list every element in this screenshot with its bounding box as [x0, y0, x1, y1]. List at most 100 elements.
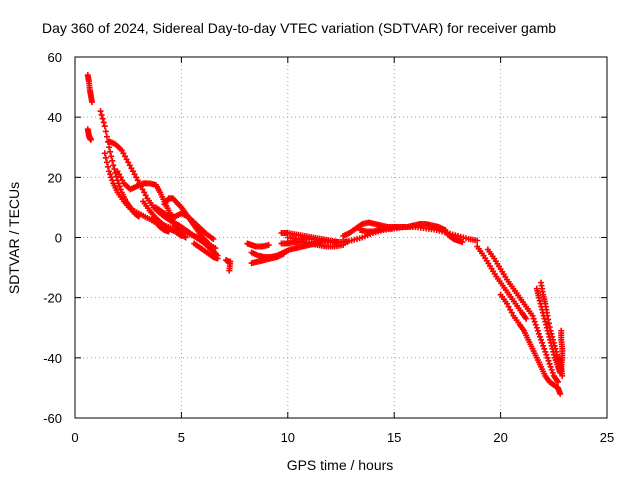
- data-point: [544, 354, 551, 361]
- data-point: [532, 321, 539, 328]
- x-tick-label: 25: [600, 430, 614, 445]
- grid: [75, 57, 607, 418]
- data-point: [100, 119, 107, 126]
- series-trace-x: [497, 291, 564, 397]
- data-point: [508, 309, 515, 316]
- data-point: [133, 174, 140, 181]
- data-point: [142, 192, 149, 199]
- data-point: [97, 108, 104, 115]
- y-tick-label: 20: [48, 170, 62, 185]
- y-tick-label: 0: [55, 231, 62, 246]
- data-point: [107, 171, 114, 178]
- data-point: [535, 330, 542, 337]
- data-point: [126, 162, 133, 169]
- data-point: [226, 267, 233, 274]
- data-point: [106, 168, 113, 175]
- y-tick-label: 60: [48, 50, 62, 65]
- data-point: [533, 324, 540, 331]
- y-tick-label: -20: [43, 291, 62, 306]
- data-point: [507, 306, 514, 313]
- data-point: [106, 144, 113, 151]
- data-point: [531, 318, 538, 325]
- data-points: [84, 72, 566, 397]
- data-point: [474, 237, 481, 244]
- data-point: [101, 150, 108, 157]
- data-point: [559, 372, 566, 379]
- data-point: [542, 348, 549, 355]
- data-point: [117, 174, 124, 181]
- data-point: [125, 159, 132, 166]
- data-point: [104, 163, 111, 170]
- x-axis-label: GPS time / hours: [287, 457, 394, 473]
- data-point: [548, 366, 555, 373]
- series-trace-f: [114, 168, 189, 241]
- series-trace-o: [248, 251, 287, 267]
- data-point: [557, 390, 564, 397]
- data-point: [207, 242, 214, 249]
- x-tick-label: 15: [387, 430, 401, 445]
- data-point: [108, 153, 115, 160]
- data-point: [102, 154, 109, 161]
- data-point: [119, 177, 126, 184]
- y-axis-label: SDTVAR / TECUs: [6, 182, 22, 294]
- data-point: [503, 300, 510, 307]
- data-point: [89, 99, 96, 106]
- data-point: [182, 234, 189, 241]
- data-point: [538, 336, 545, 343]
- data-point: [131, 171, 138, 178]
- data-point: [389, 225, 396, 232]
- data-point: [122, 153, 129, 160]
- data-point: [123, 156, 130, 163]
- data-point: [116, 171, 123, 178]
- series-trace-i: [148, 216, 172, 235]
- data-point: [141, 189, 148, 196]
- data-point: [116, 183, 123, 190]
- series-trace-m: [244, 240, 272, 250]
- data-point: [210, 236, 217, 243]
- data-point: [165, 228, 172, 235]
- data-point: [114, 168, 121, 175]
- data-point: [549, 369, 556, 376]
- data-point: [505, 303, 512, 310]
- data-point: [543, 351, 550, 358]
- series-trace-q: [278, 239, 347, 250]
- data-point: [208, 243, 215, 250]
- data-point: [115, 180, 122, 187]
- data-point: [265, 242, 272, 249]
- data-point: [541, 345, 548, 352]
- data-point: [539, 339, 546, 346]
- data-point: [109, 177, 116, 184]
- data-point: [129, 168, 136, 175]
- chart-title: Day 360 of 2024, Sidereal Day-to-day VTE…: [42, 20, 556, 36]
- data-point: [99, 115, 106, 122]
- series-trace-w: [484, 246, 562, 385]
- data-point: [134, 177, 141, 184]
- data-point: [540, 342, 547, 349]
- x-tick-label: 0: [71, 430, 78, 445]
- data-point: [103, 133, 110, 140]
- series-trace-h: [161, 195, 215, 250]
- data-point: [108, 174, 115, 181]
- data-point: [87, 136, 94, 143]
- data-point: [545, 357, 552, 364]
- series-trace-k: [191, 240, 221, 262]
- series-trace-v: [474, 243, 530, 322]
- data-point: [547, 363, 554, 370]
- data-point: [109, 157, 116, 164]
- series-trace-aa: [558, 327, 566, 379]
- x-tick-label: 10: [281, 430, 295, 445]
- data-point: [103, 159, 110, 166]
- data-point: [107, 148, 114, 155]
- series-trace-b: [84, 126, 94, 143]
- data-point: [110, 162, 117, 169]
- data-point: [139, 186, 146, 193]
- x-tick-label: 5: [178, 430, 185, 445]
- data-point: [555, 378, 562, 385]
- data-point: [178, 232, 185, 239]
- series-trace-j: [152, 204, 217, 243]
- data-point: [546, 360, 553, 367]
- y-tick-label: -40: [43, 351, 62, 366]
- data-point: [120, 150, 127, 157]
